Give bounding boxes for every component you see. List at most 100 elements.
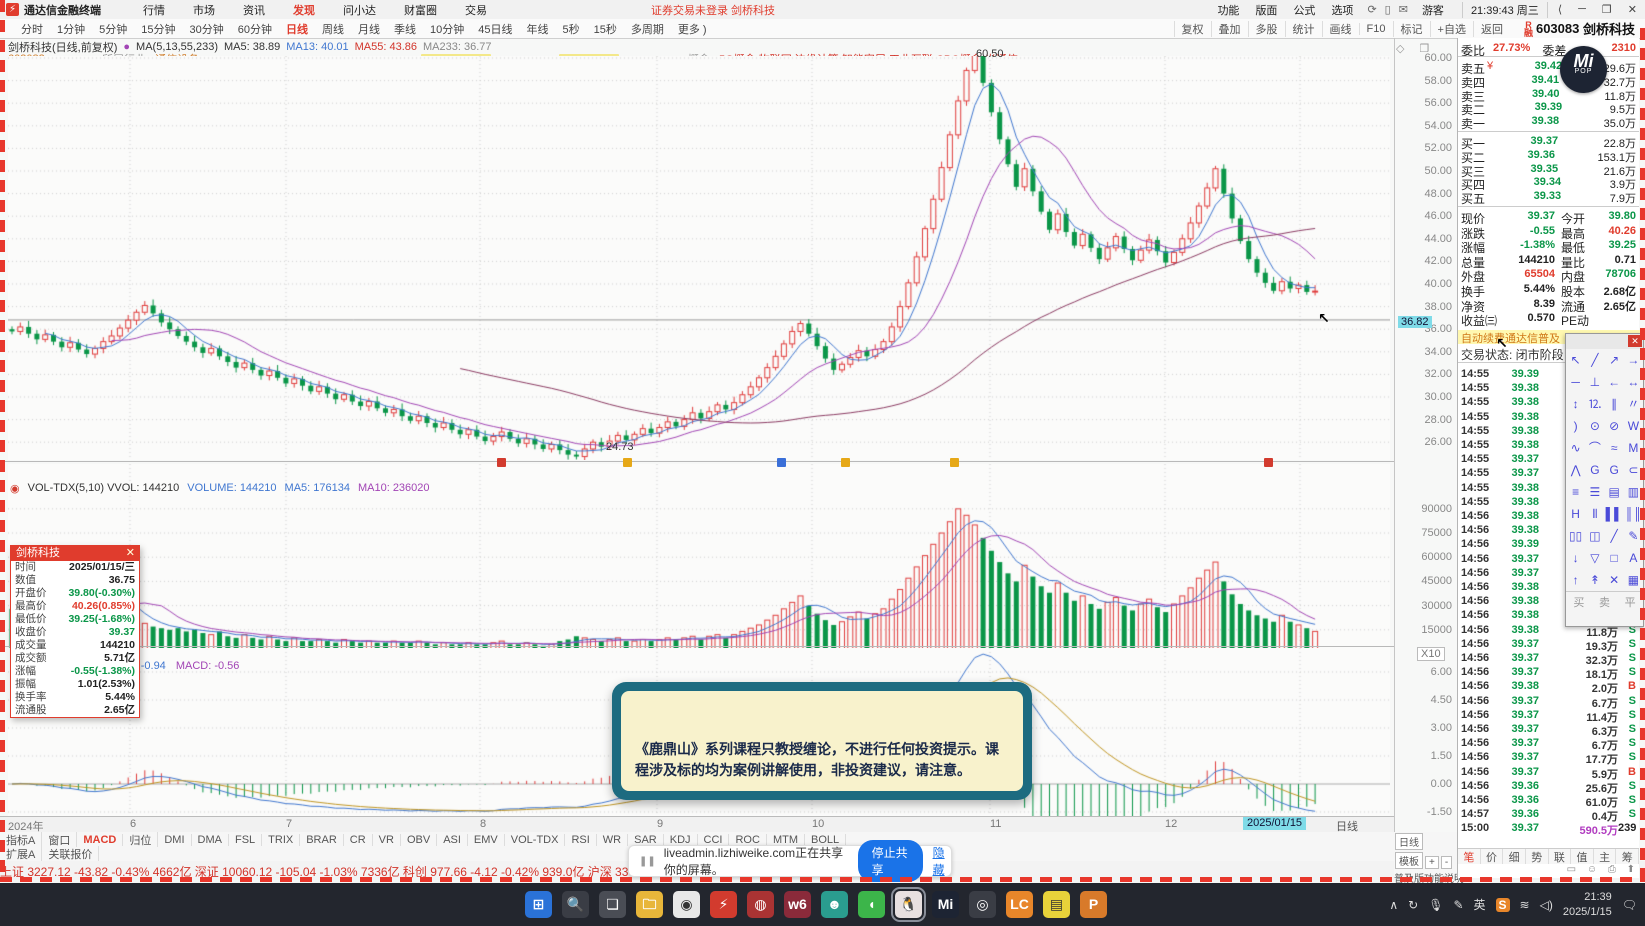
menu-item-财富圈[interactable]: 财富圈 [404,4,437,17]
guest-label[interactable]: 游客 [1421,4,1444,17]
menu-item-市场[interactable]: 市场 [193,4,215,17]
menu-item-发现[interactable]: 发现 [293,4,315,17]
zoom-out-button[interactable]: - [1440,856,1453,869]
draw-tool-icon-33[interactable]: ◫ [1589,529,1601,543]
menu-item-功能[interactable]: 功能 [1217,4,1240,17]
tab-关联报价[interactable]: 关联报价 [42,846,100,862]
pen-icon[interactable]: ✎ [1453,897,1464,912]
chart-corner-icons[interactable]: ◇ ❐ [1396,43,1436,55]
tick-row[interactable]: 14:56 39.39 [1461,538,1636,550]
period-季线[interactable]: 季线 [394,23,416,36]
sell-row[interactable]: 卖二 39.39 9.5万 [1461,101,1636,118]
draw-tool-icon-3[interactable]: → [1627,353,1640,367]
taskbar-icon-notes[interactable]: ▤ [1043,891,1070,918]
draw-tool-icon-9[interactable]: ⒓ [1588,397,1601,411]
sell-row[interactable]: 卖一 39.38 35.0万 [1461,115,1636,132]
sell-row[interactable]: 卖五 ¥39.42 29.6万 [1461,60,1636,77]
draw-tool-icon-17[interactable]: ⌒ [1588,441,1601,455]
palette-footer-买[interactable]: 买 [1573,597,1585,609]
tick-row[interactable]: 14:55 39.38 [1461,425,1636,437]
event-marker[interactable] [1264,458,1273,467]
tick-row[interactable]: 14:56 39.37 32.3万 S [1461,652,1636,668]
tab-指标A[interactable]: 指标A [0,831,43,848]
draw-tool-icon-5[interactable]: ⊥ [1589,375,1601,389]
tab-ASI[interactable]: ASI [437,833,468,846]
draw-tool-icon-34[interactable]: ╱ [1610,529,1618,543]
collapse-button[interactable]: ⟨ [1557,4,1563,16]
buy-row[interactable]: 买五 39.33 7.9万 [1461,190,1636,207]
period-日线[interactable]: 日线 [286,23,308,36]
quote-tab-筹[interactable]: 筹 [1616,849,1639,864]
tick-row[interactable]: 14:56 39.36 25.6万 S [1461,780,1636,796]
period-多周期[interactable]: 多周期 [630,23,664,36]
tick-row[interactable]: 14:55 39.38 [1461,411,1636,423]
tick-row[interactable]: 14:57 39.36 0.4万 S [1461,808,1636,824]
draw-tool-icon-37[interactable]: ▽ [1590,551,1600,565]
quote-tab-联[interactable]: 联 [1549,849,1572,864]
tick-row[interactable]: 14:56 39.37 [1461,553,1636,565]
period-15秒[interactable]: 15秒 [593,23,617,36]
button-叠加[interactable]: 叠加 [1210,20,1248,37]
tick-row[interactable]: 14:56 39.38 11.8万 S [1461,624,1636,640]
taskbar-icon-app-p[interactable]: P [1080,891,1107,918]
wifi-icon[interactable]: ≋ [1519,897,1530,912]
tab-SAR[interactable]: SAR [628,833,664,846]
stat-row[interactable]: 收益㈢ 0.570 PE动 [1461,312,1636,329]
button-+自选[interactable]: +自选 [1429,20,1473,37]
menu-item-选项[interactable]: 选项 [1331,4,1354,17]
stat-row[interactable]: 现价 39.37 今开 39.80 [1461,210,1636,227]
draw-tool-icon-14[interactable]: ⊘ [1609,419,1620,433]
draw-tool-icon-16[interactable]: ∿ [1570,441,1581,455]
quote-tab-主[interactable]: 主 [1594,849,1617,864]
taskbar-icon-qq[interactable]: 🐧 [891,887,926,922]
draw-tool-icon-13[interactable]: ⊙ [1589,419,1600,433]
tab-DMI[interactable]: DMI [158,833,192,846]
taskbar-icon-tdx[interactable]: ⚡ [710,891,737,918]
tick-row[interactable]: 14:56 39.38 2.0万 B [1461,680,1636,696]
draw-tool-icon-30[interactable]: ▌▌ [1605,507,1623,521]
candlestick-chart[interactable] [8,56,1390,460]
draw-tool-icon-28[interactable]: H [1571,507,1580,521]
button-复权[interactable]: 复权 [1173,20,1211,37]
draw-tool-icon-0[interactable]: ↖ [1570,353,1581,367]
taskbar-icon-search[interactable]: 🔍 [562,891,589,918]
tab-MTM[interactable]: MTM [767,833,805,846]
drawing-toolbar-titlebar[interactable]: ✕ [1566,334,1643,349]
draw-tool-icon-38[interactable]: □ [1610,551,1618,565]
tab-BRAR[interactable]: BRAR [300,833,344,846]
tick-row[interactable]: 14:56 39.38 [1461,595,1636,607]
tick-row[interactable]: 14:55 39.39 [1461,368,1636,380]
draw-tool-icon-11[interactable]: 〃 [1627,397,1640,411]
taskbar-icon-file-explorer[interactable]: 🗀 [636,891,663,918]
button-画线[interactable]: 画线 [1321,20,1359,37]
tick-row[interactable]: 14:56 39.37 19.3万 S [1461,638,1636,654]
draw-tool-icon-8[interactable]: ↕ [1572,397,1579,411]
minimize-button[interactable]: ─ [1578,3,1586,15]
event-marker[interactable] [777,458,786,467]
draw-tool-icon-10[interactable]: ∥ [1611,397,1618,411]
taskbar-icon-app-red[interactable]: ◍ [747,891,774,918]
tab-FSL[interactable]: FSL [229,833,263,846]
tab-EMV[interactable]: EMV [468,833,505,846]
tab-OBV[interactable]: OBV [401,833,438,846]
tick-row[interactable]: 14:56 39.37 6.3万 S [1461,723,1636,739]
period-分时[interactable]: 分时 [21,23,43,36]
draw-tool-icon-20[interactable]: ⋀ [1570,463,1581,477]
draw-tool-icon-27[interactable]: ▥ [1627,485,1640,499]
taskbar-icon-mi[interactable]: Mi [932,891,959,918]
draw-tool-icon-7[interactable]: ↔ [1627,375,1640,389]
menu-item-资讯[interactable]: 资讯 [243,4,265,17]
draw-tool-icon-25[interactable]: ☰ [1589,485,1601,499]
toolbar-icon-1[interactable]: ▯ [1384,4,1391,16]
sell-row[interactable]: 卖四 39.41 32.7万 [1461,74,1636,91]
button-标记[interactable]: 标记 [1392,20,1430,37]
buy-row[interactable]: 买四 39.34 3.9万 [1461,176,1636,193]
tick-row[interactable]: 14:56 39.37 18.1万 S [1461,666,1636,682]
stat-row[interactable]: 换手 5.44% 股本 2.68亿 [1461,283,1636,300]
sell-row[interactable]: 卖三 39.40 11.8万 [1461,88,1636,105]
stat-row[interactable]: 涨幅 -1.38% 最低 39.25 [1461,239,1636,256]
period-5秒[interactable]: 5秒 [562,23,580,36]
button-F10[interactable]: F10 [1358,22,1393,35]
tick-row[interactable]: 14:55 39.38 [1461,382,1636,394]
button-返回[interactable]: 返回 [1472,20,1510,37]
